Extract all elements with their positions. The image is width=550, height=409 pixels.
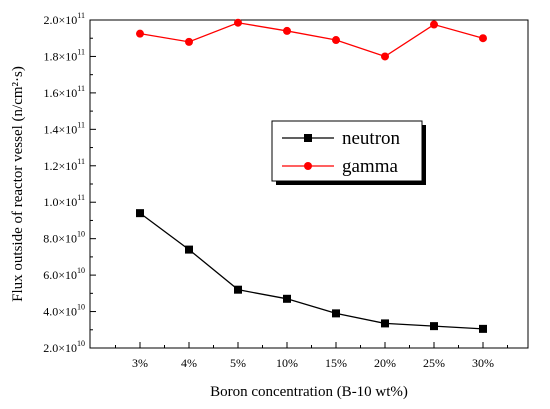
legend-marker [304, 134, 312, 142]
gamma-point [185, 37, 193, 46]
x-tick-label: 10% [276, 356, 298, 370]
gamma-point [381, 52, 389, 61]
neutron-point [136, 209, 144, 218]
gamma-point [283, 26, 291, 35]
y-tick-label: 6.0×1010 [43, 266, 85, 282]
series-layer [136, 18, 487, 333]
y-tick-label: 1.4×1011 [44, 120, 85, 136]
neutron-point [430, 322, 438, 331]
y-axis: 2.0×1010 4.0×1010 6.0×1010 8.0×1010 1.0×1011… [43, 11, 96, 355]
x-tick-label: 20% [374, 356, 396, 370]
x-tick-label: 30% [472, 356, 494, 370]
gamma-line [139, 22, 484, 58]
legend-item-neutron: neutron [282, 128, 401, 149]
x-tick-label: 25% [423, 356, 445, 370]
legend-box [271, 120, 423, 182]
neutron-line [139, 212, 484, 330]
y-tick-label: 4.0×1010 [43, 303, 85, 319]
y-tick-label: 1.0×1011 [44, 193, 85, 209]
gamma-point [479, 34, 487, 43]
series-gamma [136, 18, 487, 61]
gamma-point [234, 18, 242, 27]
x-tick-label: 5% [230, 356, 246, 370]
x-tick-label: 4% [181, 356, 197, 370]
neutron-point [332, 309, 340, 318]
neutron-point [479, 324, 487, 333]
x-axis: 3% 4% 5% 10% 15% 20% 25% 30% [115, 342, 508, 370]
y-axis-title: Flux outside of reactor vessel (n/cm²·s) [10, 66, 26, 302]
y-tick-label: 8.0×1010 [43, 230, 85, 246]
legend-marker [304, 162, 312, 170]
neutron-point [381, 319, 389, 328]
legend: neutron gamma [271, 120, 426, 185]
gamma-point [136, 29, 144, 38]
y-tick-label: 1.6×1011 [44, 84, 85, 100]
neutron-point [185, 245, 193, 254]
gamma-point [430, 20, 438, 29]
x-tick-label: 3% [132, 356, 148, 370]
neutron-point [283, 294, 291, 303]
gamma-point [332, 36, 340, 45]
y-tick-label: 2.0×1011 [44, 11, 85, 27]
legend-item-gamma: gamma [282, 156, 398, 177]
x-axis-title: Boron concentration (B-10 wt%) [210, 384, 408, 400]
y-tick-label: 1.8×1011 [44, 47, 85, 63]
y-tick-label: 1.2×1011 [44, 157, 85, 173]
y-tick-label: 2.0×1010 [43, 339, 85, 355]
neutron-point [234, 285, 242, 294]
x-tick-label: 15% [325, 356, 347, 370]
series-neutron [136, 209, 487, 333]
legend-label: neutron [342, 128, 401, 149]
legend-label: gamma [342, 156, 398, 177]
